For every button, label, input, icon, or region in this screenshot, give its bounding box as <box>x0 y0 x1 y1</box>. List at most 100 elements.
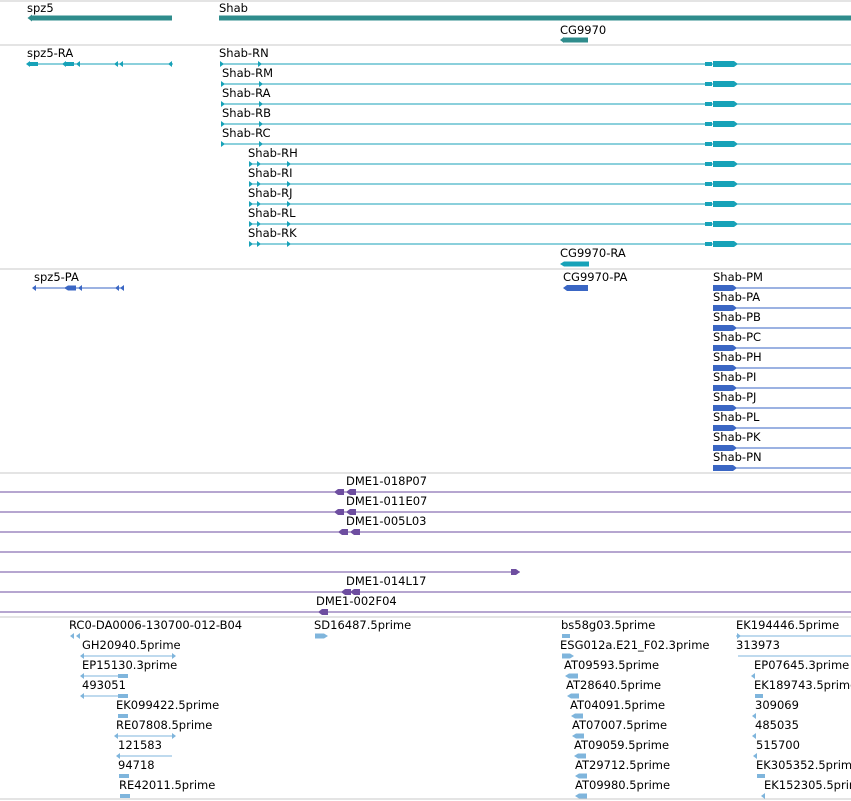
gene-shab[interactable]: Shab CG9970 <box>219 1 851 43</box>
protein-shab-pb[interactable]: Shab-PBShab-PCShab-PHShab-PIShab-PJShab-… <box>713 310 851 471</box>
transcript-label-spz5-ra[interactable]: spz5-RA <box>27 46 73 60</box>
protein-shab-pk[interactable]: Shab-PK Shab-PN <box>713 430 851 471</box>
protein-label-shab-pl[interactable]: Shab-PL <box>713 410 760 424</box>
clone-row-2[interactable]: DME1-011E07DME1-005L03DME1-014L17DME1-00… <box>0 494 851 615</box>
est-label-27[interactable]: EK305352.5prime <box>756 758 851 772</box>
est-10[interactable]: SD16487.5prime bs58g03.5prime ESG012a.E21_… <box>314 618 851 799</box>
transcript-label-shab-rn[interactable]: Shab-RN <box>219 46 269 60</box>
est-label-20[interactable]: EK194446.5prime <box>736 618 839 632</box>
est-22[interactable]: EP07645.3prime EK189743.5prime 309069 48503… <box>751 658 851 799</box>
est-label-11[interactable]: bs58g03.5prime <box>561 618 655 632</box>
clone-label-3[interactable]: DME1-005L03 <box>346 514 427 528</box>
clone-label-1[interactable]: DME1-018P07 <box>346 474 427 488</box>
protein-label-shab-pb[interactable]: Shab-PB <box>713 310 761 324</box>
est-label-9[interactable]: RE42011.5prime <box>119 778 215 792</box>
transcript-spz5-ra[interactable]: spz5-RA Shab-RNShab-RMShab-RAShab-RBShab-… <box>26 46 851 267</box>
est-6[interactable]: RE07808.5prime12158394718RE42011.5primeS… <box>114 618 851 799</box>
gene-cg9970[interactable]: CG9970 <box>560 23 606 43</box>
protein-shab-pm[interactable]: Shab-PM Shab-PA Shab-PB Shab-PC Shab-PH Shab-… <box>713 270 851 471</box>
transcript-label-shab-rb[interactable]: Shab-RB <box>222 106 271 120</box>
transcript-shab-rh[interactable]: Shab-RH Shab-RI Shab-RJ Shab-RL Shab-RK CG997… <box>248 146 851 267</box>
est-24[interactable]: 309069 485035 515700 EK305352.5prime EK15230… <box>752 698 851 799</box>
est-23[interactable]: EK189743.5prime 309069 485035 515700 EK30535… <box>752 678 851 799</box>
clone-label-6[interactable]: DME1-014L17 <box>346 574 427 588</box>
transcript-label-shab-rm[interactable]: Shab-RM <box>222 66 273 80</box>
clone-row-3[interactable]: DME1-005L03 DME1-014L17 DME1-002F04 <box>0 514 851 615</box>
protein-label-shab-pj[interactable]: Shab-PJ <box>713 390 756 404</box>
est-7[interactable]: 121583 94718 RE42011.5prime SD16487.5prime b… <box>116 618 851 799</box>
transcript-shab-rc[interactable]: Shab-RCShab-RHShab-RIShab-RJShab-RLShab-… <box>221 126 851 267</box>
protein-label-spz5-pa[interactable]: spz5-PA <box>34 270 79 284</box>
est-label-15[interactable]: AT04091.5prime <box>570 698 665 712</box>
transcript-shab-rn[interactable]: Shab-RN Shab-RM Shab-RA Shab-RB Shab-RC Shab-… <box>219 46 851 267</box>
est-label-12[interactable]: ESG012a.E21_F02.3prime <box>560 638 710 652</box>
protein-shab-pc[interactable]: Shab-PCShab-PHShab-PIShab-PJShab-PLShab-… <box>713 330 851 471</box>
gene-label-spz5[interactable]: spz5 <box>27 1 54 15</box>
est-21[interactable]: 313973 EP07645.3prime EK189743.5prime 30906… <box>736 638 851 799</box>
protein-cg9970-pa[interactable]: CG9970-PA Shab-PMShab-PAShab-PBShab-PCSha… <box>563 270 851 471</box>
est-20[interactable]: EK194446.5prime 313973 EP07645.3prime EK189… <box>736 618 851 799</box>
protein-label-shab-pi[interactable]: Shab-PI <box>713 370 756 384</box>
transcript-label-shab-rc[interactable]: Shab-RC <box>222 126 271 140</box>
est-18[interactable]: AT29712.5prime AT09980.5prime EK194446.5pr… <box>575 618 851 799</box>
clone-row-4[interactable]: DME1-014L17 DME1-002F04 <box>0 551 851 615</box>
est-14[interactable]: AT28640.5primeAT04091.5primeAT07007.5pri… <box>566 618 851 799</box>
transcript-shab-rb[interactable]: Shab-RBShab-RCShab-RHShab-RIShab-RJShab-… <box>221 106 851 267</box>
protein-label-shab-pn[interactable]: Shab-PN <box>713 450 762 464</box>
est-label-10[interactable]: SD16487.5prime <box>314 618 411 632</box>
est-label-3[interactable]: EP15130.3prime <box>82 658 177 672</box>
protein-label-shab-ph[interactable]: Shab-PH <box>713 350 762 364</box>
transcript-cg9970-ra[interactable]: CG9970-RA <box>560 246 626 267</box>
est-11[interactable]: bs58g03.5primeESG012a.E21_F02.3primeAT09… <box>560 618 851 799</box>
protein-shab-pa[interactable]: Shab-PA Shab-PB Shab-PC Shab-PH Shab-PI Shab-… <box>713 290 851 471</box>
transcript-shab-rm[interactable]: Shab-RMShab-RAShab-RBShab-RCShab-RHShab-… <box>221 66 851 267</box>
est-label-22[interactable]: EP07645.3prime <box>754 658 849 672</box>
est-25[interactable]: 485035 515700 EK305352.5prime EK152305.5pri… <box>752 718 851 799</box>
gene-spz5[interactable]: spz5 Shab CG9970 <box>27 1 851 43</box>
transcript-shab-ra[interactable]: Shab-RAShab-RBShab-RCShab-RHShab-RIShab-… <box>221 86 851 267</box>
est-3[interactable]: EP15130.3prime 493051 EK099422.5prime RE078… <box>80 618 851 799</box>
transcript-label-shab-ra[interactable]: Shab-RA <box>222 86 271 100</box>
est-27[interactable]: EK305352.5prime EK152305.5prime <box>756 758 851 799</box>
est-label-2[interactable]: GH20940.5prime <box>82 638 181 652</box>
est-13[interactable]: AT09593.5prime AT28640.5prime AT04091.5pri… <box>564 618 851 799</box>
transcript-label-shab-rk[interactable]: Shab-RK <box>248 226 297 240</box>
protein-spz5-pa[interactable]: spz5-PA CG9970-PA Shab-PMShab-PAShab-PBSha… <box>32 270 851 471</box>
clone-row-5[interactable]: DME1-014L17 DME1-002F04 <box>0 569 851 615</box>
est-28[interactable]: EK152305.5prime <box>761 778 851 799</box>
clone-row-7[interactable]: DME1-002F04 <box>0 594 851 615</box>
protein-shab-ph[interactable]: Shab-PHShab-PIShab-PJShab-PLShab-PKShab-… <box>713 350 851 471</box>
transcript-shab-rj[interactable]: Shab-RJ Shab-RL Shab-RK CG9970-RA <box>248 186 851 267</box>
clone-row-6[interactable]: DME1-014L17 DME1-002F04 <box>0 574 851 615</box>
est-label-28[interactable]: EK152305.5prime <box>764 778 851 792</box>
est-label-21[interactable]: 313973 <box>736 638 780 652</box>
est-label-4[interactable]: 493051 <box>82 678 126 692</box>
est-label-18[interactable]: AT29712.5prime <box>575 758 670 772</box>
est-1[interactable]: RC0-DA0006-130700-012-B04GH20940.5primeE… <box>69 618 851 799</box>
transcript-label-shab-rj[interactable]: Shab-RJ <box>248 186 292 200</box>
clone-label-2[interactable]: DME1-011E07 <box>346 494 427 508</box>
est-9[interactable]: RE42011.5prime SD16487.5prime bs58g03.5pri… <box>119 618 851 799</box>
est-5[interactable]: EK099422.5prime RE07808.5prime 121583 94718… <box>114 618 851 799</box>
protein-label-shab-pk[interactable]: Shab-PK <box>713 430 761 444</box>
transcript-shab-rk[interactable]: Shab-RK CG9970-RA <box>248 226 851 267</box>
est-label-26[interactable]: 515700 <box>756 738 800 752</box>
est-label-6[interactable]: RE07808.5prime <box>116 718 212 732</box>
protein-label-shab-pc[interactable]: Shab-PC <box>713 330 761 344</box>
est-4[interactable]: 493051 EK099422.5prime RE07808.5prime 12158… <box>80 618 851 799</box>
est-26[interactable]: 515700 EK305352.5prime EK152305.5prime <box>753 738 851 799</box>
gene-label-cg9970[interactable]: CG9970 <box>560 23 606 37</box>
est-label-1[interactable]: RC0-DA0006-130700-012-B04 <box>69 618 242 632</box>
est-label-19[interactable]: AT09980.5prime <box>575 778 670 792</box>
protein-shab-pn[interactable]: Shab-PN <box>713 450 851 471</box>
transcript-label-shab-rl[interactable]: Shab-RL <box>248 206 296 220</box>
est-label-24[interactable]: 309069 <box>755 698 799 712</box>
est-12[interactable]: ESG012a.E21_F02.3prime AT09593.5prime AT28… <box>560 618 851 799</box>
est-15[interactable]: AT04091.5prime AT07007.5prime AT09059.5pri… <box>570 618 851 799</box>
protein-label-shab-pa[interactable]: Shab-PA <box>713 290 760 304</box>
transcript-shab-rl[interactable]: Shab-RL Shab-RK CG9970-RA <box>248 206 851 267</box>
clone-label-7[interactable]: DME1-002F04 <box>316 594 397 608</box>
est-8[interactable]: 94718 RE42011.5prime SD16487.5prime bs58g03… <box>118 618 851 799</box>
protein-shab-pj[interactable]: Shab-PJ Shab-PL Shab-PK Shab-PN <box>713 390 851 471</box>
est-2[interactable]: GH20940.5primeEP15130.3prime493051EK0994… <box>80 618 851 799</box>
